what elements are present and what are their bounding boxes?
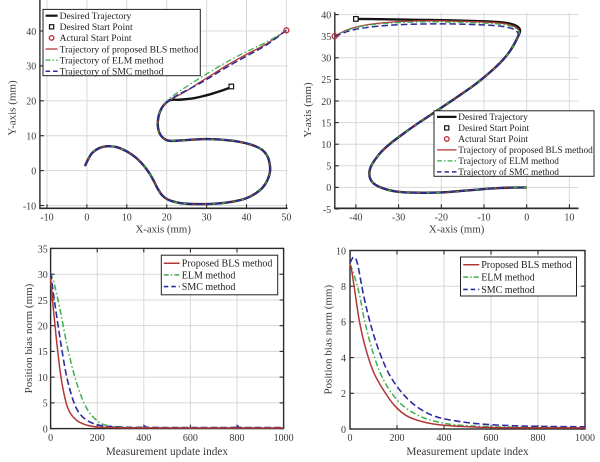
- svg-text:Position bias norm (mm): Position bias norm (mm): [323, 285, 335, 395]
- svg-text:200: 200: [390, 433, 405, 444]
- svg-text:Desired Trajectory: Desired Trajectory: [60, 11, 132, 22]
- svg-text:Actural Start Point: Actural Start Point: [60, 33, 132, 44]
- svg-text:SMC method: SMC method: [481, 285, 535, 296]
- svg-text:40: 40: [321, 10, 331, 21]
- svg-text:20: 20: [321, 97, 331, 108]
- svg-text:ELM method: ELM method: [182, 270, 236, 281]
- svg-text:35: 35: [321, 32, 331, 43]
- svg-text:Actural Start Point: Actural Start Point: [458, 135, 528, 145]
- svg-text:10: 10: [26, 132, 36, 143]
- svg-text:-20: -20: [435, 213, 448, 224]
- svg-text:40: 40: [242, 213, 252, 224]
- svg-text:30: 30: [26, 62, 36, 73]
- svg-text:10: 10: [122, 213, 132, 224]
- svg-text:Desired Start Point: Desired Start Point: [60, 22, 133, 33]
- svg-text:20: 20: [26, 97, 36, 108]
- svg-text:Trajectory of SMC method: Trajectory of SMC method: [458, 167, 559, 178]
- svg-text:600: 600: [484, 433, 499, 444]
- svg-text:800: 800: [531, 433, 546, 444]
- svg-text:20: 20: [162, 213, 172, 224]
- svg-text:15: 15: [321, 118, 331, 129]
- svg-text:Trajectory of ELM method: Trajectory of ELM method: [60, 55, 164, 66]
- svg-text:200: 200: [90, 433, 105, 444]
- svg-text:10: 10: [38, 373, 48, 384]
- svg-text:Proposed BLS method: Proposed BLS method: [182, 259, 273, 270]
- svg-text:25: 25: [38, 296, 48, 307]
- svg-text:Proposed BLS method: Proposed BLS method: [481, 260, 572, 271]
- svg-text:30: 30: [202, 213, 212, 224]
- svg-text:Trajectory of SMC method: Trajectory of SMC method: [60, 67, 164, 78]
- svg-text:40: 40: [26, 27, 36, 38]
- svg-text:25: 25: [321, 75, 331, 86]
- svg-text:10: 10: [564, 213, 574, 224]
- svg-text:Trajectory of ELM method: Trajectory of ELM method: [458, 156, 559, 167]
- svg-text:SMC method: SMC method: [182, 282, 236, 293]
- svg-text:Y-axis (mm): Y-axis (mm): [302, 82, 314, 138]
- svg-text:X-axis (mm): X-axis (mm): [429, 224, 485, 236]
- svg-text:10: 10: [336, 246, 346, 257]
- svg-text:5: 5: [43, 399, 48, 410]
- svg-text:-10: -10: [23, 201, 36, 212]
- svg-text:400: 400: [136, 433, 151, 444]
- svg-text:0: 0: [341, 425, 346, 436]
- svg-text:4: 4: [341, 353, 346, 364]
- svg-text:0: 0: [326, 183, 331, 194]
- svg-text:50: 50: [281, 213, 291, 224]
- svg-text:Desired Start Point: Desired Start Point: [458, 124, 529, 134]
- svg-text:X-axis (mm): X-axis (mm): [135, 224, 191, 236]
- svg-text:-5: -5: [323, 205, 331, 216]
- svg-text:15: 15: [38, 347, 48, 358]
- svg-text:8: 8: [341, 282, 346, 293]
- svg-text:0: 0: [524, 213, 529, 224]
- svg-text:Trajectory of proposed BLS met: Trajectory of proposed BLS method: [60, 44, 199, 55]
- svg-text:-30: -30: [392, 213, 405, 224]
- svg-text:Position bias norm (mm): Position bias norm (mm): [23, 283, 35, 393]
- svg-text:0: 0: [31, 166, 36, 177]
- svg-text:35: 35: [38, 244, 48, 255]
- svg-text:Measurement update index: Measurement update index: [406, 446, 529, 458]
- svg-text:Desired Trajectory: Desired Trajectory: [458, 113, 528, 123]
- svg-text:600: 600: [183, 433, 198, 444]
- svg-text:-10: -10: [40, 213, 53, 224]
- svg-text:-40: -40: [349, 213, 362, 224]
- svg-text:30: 30: [38, 270, 48, 281]
- svg-text:ELM method: ELM method: [481, 273, 535, 284]
- svg-text:30: 30: [321, 54, 331, 65]
- svg-text:Measurement update index: Measurement update index: [106, 446, 229, 458]
- svg-text:10: 10: [321, 140, 331, 151]
- svg-text:1000: 1000: [274, 433, 294, 444]
- svg-text:0: 0: [84, 213, 89, 224]
- svg-text:800: 800: [230, 433, 245, 444]
- svg-text:0: 0: [348, 433, 353, 444]
- svg-text:0: 0: [48, 433, 53, 444]
- svg-text:-10: -10: [477, 213, 490, 224]
- svg-text:400: 400: [437, 433, 452, 444]
- svg-text:Y-axis (mm): Y-axis (mm): [7, 80, 19, 136]
- svg-text:6: 6: [341, 318, 346, 329]
- svg-text:5: 5: [326, 162, 331, 173]
- svg-text:2: 2: [341, 389, 346, 400]
- svg-text:20: 20: [38, 322, 48, 333]
- svg-text:Trajectory of proposed BLS met: Trajectory of proposed BLS method: [458, 145, 593, 156]
- svg-text:1000: 1000: [575, 433, 595, 444]
- svg-text:0: 0: [43, 424, 48, 435]
